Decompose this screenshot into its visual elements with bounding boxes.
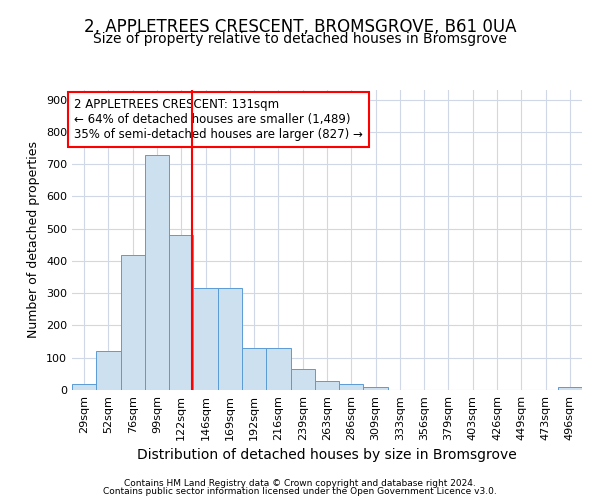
Bar — [72, 384, 96, 390]
Bar — [96, 352, 121, 390]
Bar — [339, 384, 364, 390]
Text: Size of property relative to detached houses in Bromsgrove: Size of property relative to detached ho… — [93, 32, 507, 46]
Y-axis label: Number of detached properties: Number of detached properties — [28, 142, 40, 338]
Bar — [242, 348, 266, 390]
Bar — [218, 288, 242, 390]
Bar — [121, 254, 145, 390]
Bar — [145, 154, 169, 390]
Text: 2, APPLETREES CRESCENT, BROMSGROVE, B61 0UA: 2, APPLETREES CRESCENT, BROMSGROVE, B61 … — [84, 18, 516, 36]
Text: Contains public sector information licensed under the Open Government Licence v3: Contains public sector information licen… — [103, 487, 497, 496]
Bar — [169, 235, 193, 390]
Bar — [290, 369, 315, 390]
Bar — [266, 348, 290, 390]
Text: 2 APPLETREES CRESCENT: 131sqm
← 64% of detached houses are smaller (1,489)
35% o: 2 APPLETREES CRESCENT: 131sqm ← 64% of d… — [74, 98, 363, 141]
Bar — [193, 288, 218, 390]
Bar — [315, 381, 339, 390]
Bar — [558, 388, 582, 390]
X-axis label: Distribution of detached houses by size in Bromsgrove: Distribution of detached houses by size … — [137, 448, 517, 462]
Text: Contains HM Land Registry data © Crown copyright and database right 2024.: Contains HM Land Registry data © Crown c… — [124, 478, 476, 488]
Bar — [364, 387, 388, 390]
